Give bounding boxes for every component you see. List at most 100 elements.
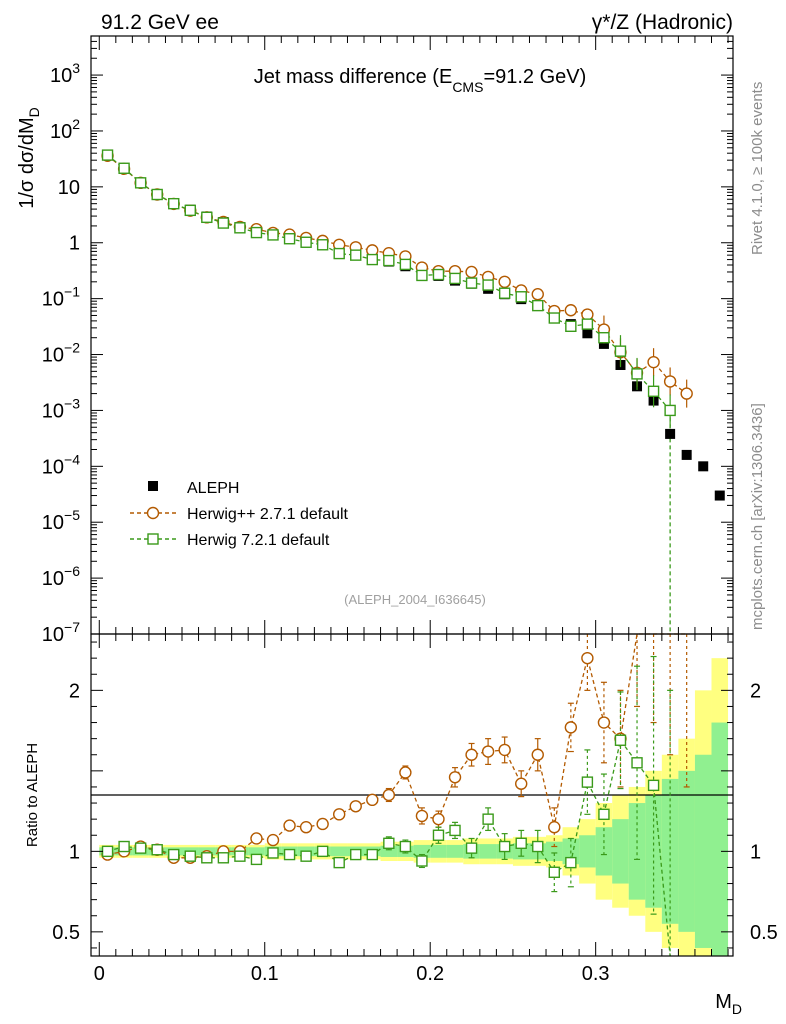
ratio-point-herwig7 <box>333 856 345 869</box>
main-ytick-label: 10−6 <box>42 563 80 590</box>
ratio-point-herwig7 <box>449 824 461 837</box>
herwig7-point <box>515 291 527 303</box>
ratio-point-herwigpp <box>332 808 346 821</box>
rivet-label: Rivet 4.1.0, ≥ 100k events <box>749 82 766 255</box>
ratio-point-herwig7 <box>465 842 478 854</box>
band-green-bin <box>661 778 679 924</box>
main-ytick-label: 102 <box>50 116 80 143</box>
herwig7-point <box>647 385 660 397</box>
ratio-point-herwigpp <box>498 743 511 757</box>
ratio-frame <box>90 633 734 957</box>
band-green-bin <box>579 835 596 868</box>
herwig7-point <box>548 312 560 324</box>
band-green-bin <box>546 841 563 862</box>
ratio-ytick-label-right: 2 <box>750 680 761 702</box>
ytick-exp: −2 <box>64 340 80 356</box>
ratio-point-herwigpp <box>581 651 594 665</box>
band-green-bin <box>595 827 613 876</box>
ratio-point-herwigpp <box>481 745 495 758</box>
ratio-point-herwig7 <box>184 850 196 862</box>
xtick-label: 0.2 <box>416 963 444 985</box>
ratio-point-herwig7 <box>201 852 213 864</box>
herwig7-point <box>151 188 163 201</box>
ratio-bands <box>99 658 729 956</box>
main-line-herwigpp <box>107 155 688 395</box>
main-x-ticks <box>98 36 729 634</box>
y-axis-label: 1/σ dσ/dMD <box>16 107 42 209</box>
ratio-point-herwigpp <box>465 748 478 761</box>
herwig7-point <box>598 332 610 344</box>
herwig7-point <box>482 279 494 291</box>
band-green-bin <box>330 846 348 857</box>
aleph-point <box>681 449 692 460</box>
legend-marker-herwig7 <box>147 533 159 545</box>
main-ytick-label: 10−1 <box>42 284 80 311</box>
band-green-bin <box>446 844 464 858</box>
ratio-point-herwigpp <box>548 821 561 834</box>
ylabel-main: 1/σ dσ/dM <box>16 117 38 208</box>
ratio-point-herwig7 <box>250 853 263 866</box>
ratio-x-ticks: 0 0.1 0.2 0.3 <box>94 634 729 985</box>
herwig7-point <box>267 229 279 241</box>
herwig7-point <box>565 320 577 332</box>
ratio-point-herwig7 <box>366 848 378 861</box>
herwig7-point <box>168 197 180 210</box>
ratio-point-herwigpp <box>448 771 462 784</box>
ratio-y-ticks: 0.5 0.5 1 1 2 2 <box>52 641 778 949</box>
xtick-label: 0.1 <box>251 963 279 985</box>
herwig7-point <box>101 149 114 161</box>
herwig7-point <box>532 299 544 312</box>
ratio-point-herwigpp <box>299 821 313 834</box>
ratio-point-herwig7 <box>350 848 362 861</box>
ratio-ytick-label-left: 0.5 <box>52 922 80 944</box>
main-line-herwig7 <box>107 154 671 411</box>
xlabel-main: M <box>715 991 732 1013</box>
ytick-base: 10 <box>50 65 72 87</box>
ratio-y-axis-label: Ratio to ALEPH <box>24 743 41 847</box>
chart-title: Jet mass difference (ECMS=91.2 GeV) <box>254 66 587 95</box>
ytick-base: 10 <box>58 177 80 199</box>
herwig7-point <box>449 272 461 285</box>
ytick-base: 1 <box>69 233 80 255</box>
ytick-base: 10 <box>42 345 64 367</box>
ratio-panel: 0.5 0.5 1 1 2 2 0 0.1 0.2 0.3 Ratio to ALEPH <box>24 633 778 985</box>
herwig7-point <box>614 345 627 357</box>
ratio-point-herwig7 <box>581 776 594 788</box>
herwig7-point <box>366 253 378 266</box>
herwig7-point <box>498 287 511 299</box>
x-axis-label: MD <box>715 991 742 1017</box>
ratio-marks <box>101 633 690 957</box>
ratio-ytick-label-right: 0.5 <box>750 922 778 944</box>
legend-marker-aleph <box>148 481 158 491</box>
legend-label-herwigpp: Herwig++ 2.7.1 default <box>187 506 349 523</box>
xtick-label: 0 <box>94 963 105 985</box>
herwig7-point <box>118 162 130 174</box>
main-ytick-label: 10 <box>58 177 80 199</box>
ratio-point-herwig7 <box>316 845 329 858</box>
herwigpp-point <box>680 387 693 400</box>
legend-entry-herwig7: Herwig 7.2.1 default <box>130 532 330 549</box>
herwig7-point <box>465 277 478 289</box>
aleph-point <box>714 490 725 501</box>
main-ytick-label: 10−5 <box>42 507 80 534</box>
ratio-point-herwigpp <box>415 809 429 823</box>
ratio-point-herwigpp <box>349 800 362 813</box>
ratio-point-herwigpp <box>515 777 528 790</box>
ratio-point-herwig7 <box>548 866 560 878</box>
ytick-base: 10 <box>42 400 64 422</box>
ratio-point-herwig7 <box>598 808 610 821</box>
herwig7-point <box>250 226 263 239</box>
ratio-point-herwig7 <box>217 852 230 864</box>
aleph-point <box>698 461 709 472</box>
main-ytick-label: 10−7 <box>42 619 80 646</box>
legend-entry-aleph: ALEPH <box>148 480 239 497</box>
ylabel-sub: D <box>26 107 42 117</box>
ratio-point-herwigpp <box>316 817 329 831</box>
band-green-bin <box>711 722 729 956</box>
ratio-point-herwig7 <box>647 779 660 792</box>
band-green-bin <box>612 819 629 884</box>
ytick-base: 10 <box>42 624 64 646</box>
ytick-base: 10 <box>42 512 64 534</box>
